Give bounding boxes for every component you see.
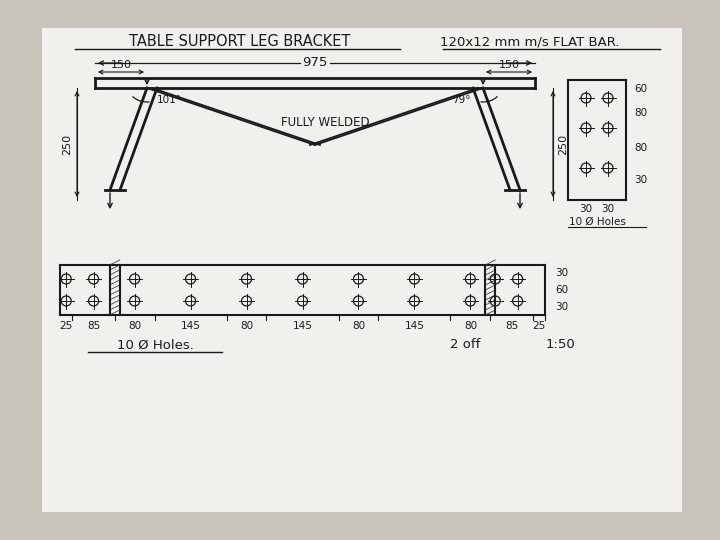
Text: 80: 80: [634, 108, 647, 118]
Text: 80: 80: [464, 321, 477, 331]
Text: 25: 25: [60, 321, 73, 331]
Bar: [42, 28, 682, 512]
Text: 145: 145: [181, 321, 200, 331]
Text: 80: 80: [128, 321, 141, 331]
Text: 30: 30: [634, 175, 647, 185]
Text: 30: 30: [601, 204, 615, 214]
Text: 2 off: 2 off: [450, 339, 480, 352]
Text: 80: 80: [240, 321, 253, 331]
Text: 10 Ø Holes.: 10 Ø Holes.: [117, 339, 194, 352]
Text: 80: 80: [352, 321, 365, 331]
Text: 60: 60: [634, 84, 647, 94]
Text: 250: 250: [62, 133, 72, 154]
Text: 80: 80: [634, 143, 647, 153]
Text: 25: 25: [532, 321, 546, 331]
Text: 120x12 mm m/s FLAT BAR.: 120x12 mm m/s FLAT BAR.: [440, 36, 620, 49]
Text: 85: 85: [505, 321, 518, 331]
Text: 145: 145: [405, 321, 424, 331]
Text: 30: 30: [555, 302, 568, 312]
Text: 30: 30: [580, 204, 593, 214]
Text: 145: 145: [292, 321, 312, 331]
Text: 30: 30: [555, 268, 568, 278]
Text: 85: 85: [87, 321, 100, 331]
Text: 79°: 79°: [451, 95, 470, 105]
Text: TABLE SUPPORT LEG BRACKET: TABLE SUPPORT LEG BRACKET: [130, 35, 351, 50]
Text: FULLY WELDED: FULLY WELDED: [281, 117, 369, 130]
Text: 975: 975: [302, 56, 328, 69]
Text: 101°: 101°: [156, 95, 181, 105]
Text: 250: 250: [558, 133, 568, 154]
Text: 150: 150: [498, 60, 520, 70]
Text: 1:50: 1:50: [545, 339, 575, 352]
Text: 150: 150: [110, 60, 132, 70]
Text: 60: 60: [555, 285, 568, 295]
Text: 10 Ø Holes: 10 Ø Holes: [569, 217, 626, 227]
